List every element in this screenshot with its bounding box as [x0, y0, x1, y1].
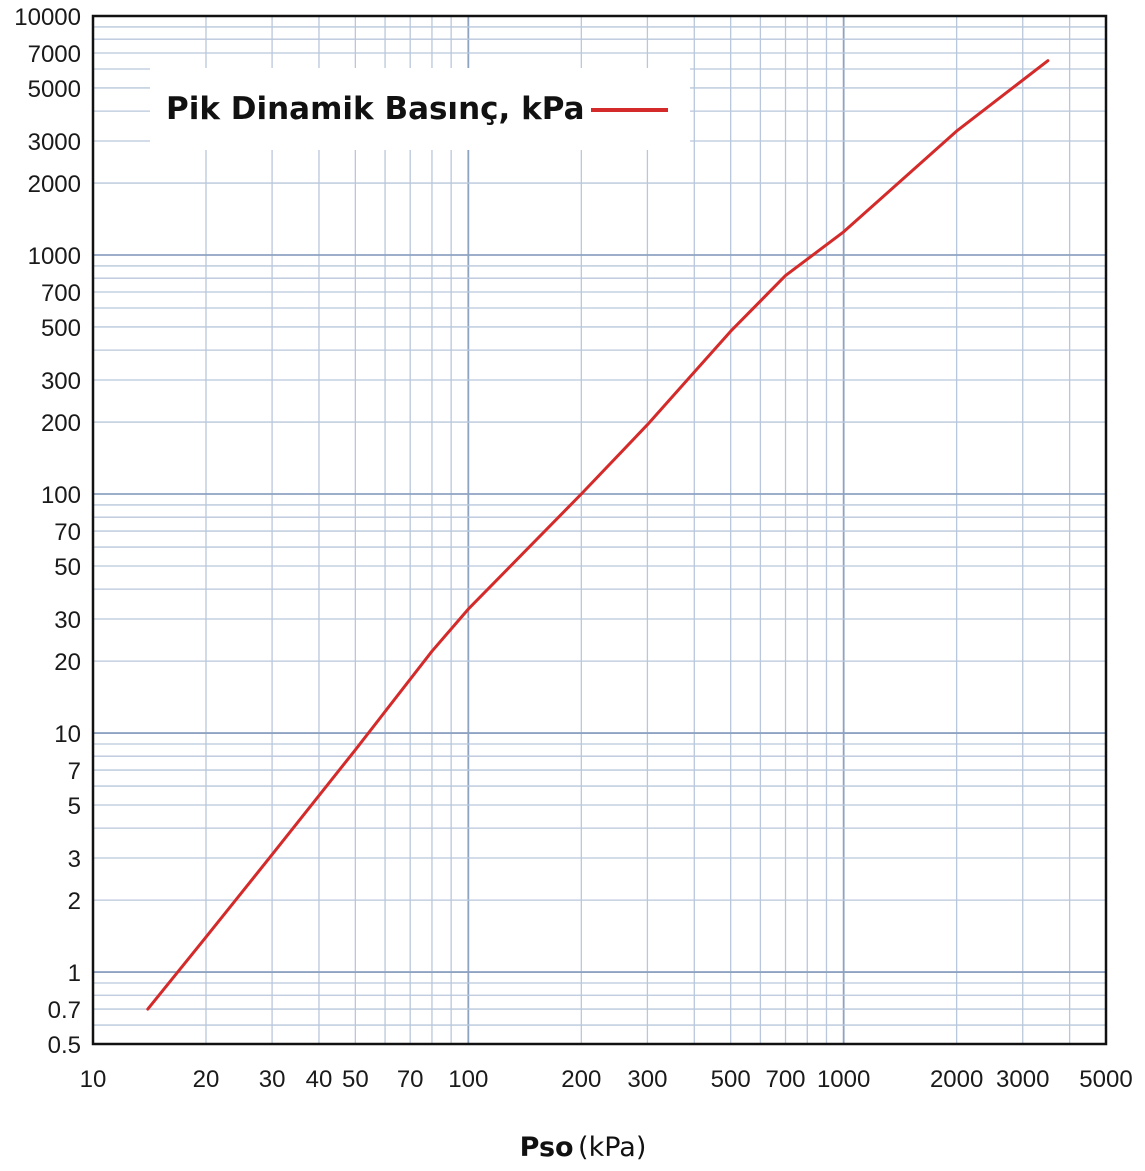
- x-tick-label: 70: [397, 1066, 424, 1093]
- y-tick-label: 500: [41, 315, 81, 342]
- x-tick-label: 50: [342, 1066, 369, 1093]
- x-axis-label-name: Pso: [520, 1132, 574, 1163]
- y-tick-label: 70: [54, 519, 81, 546]
- y-tick-label: 300: [41, 368, 81, 395]
- x-tick-label: 3000: [996, 1066, 1049, 1093]
- y-tick-label: 50: [54, 554, 81, 581]
- x-tick-label: 40: [306, 1066, 333, 1093]
- x-tick-label: 10: [80, 1066, 107, 1093]
- series-line: [146, 59, 1050, 1011]
- x-tick-label: 1000: [817, 1066, 870, 1093]
- legend-label: Pik Dinamik Basınç, kPa: [166, 91, 585, 127]
- y-tick-label: 7: [68, 758, 81, 785]
- y-tick-label: 2000: [28, 171, 81, 198]
- x-tick-label: 5000: [1079, 1066, 1132, 1093]
- legend: Pik Dinamik Basınç, kPa: [150, 68, 690, 150]
- y-tick-label: 1000: [28, 243, 81, 270]
- x-tick-label: 100: [448, 1066, 488, 1093]
- x-axis-label: Pso (kPa): [520, 1132, 647, 1163]
- x-tick-label: 200: [561, 1066, 601, 1093]
- x-tick-label: 30: [259, 1066, 286, 1093]
- x-axis-label-unit: (kPa): [578, 1132, 646, 1163]
- x-axis-ticks: 10 20 30 40 50 70 100 200 300 500 700 1000 2000 3000 5…: [80, 1066, 1133, 1093]
- y-tick-label: 30: [54, 607, 81, 634]
- y-tick-label: 3000: [28, 129, 81, 156]
- x-tick-label: 20: [193, 1066, 220, 1093]
- y-tick-label: 100: [41, 482, 81, 509]
- series-layer: [146, 59, 1050, 1011]
- y-tick-label: 10000: [14, 4, 81, 31]
- y-tick-label: 3: [68, 846, 81, 873]
- y-tick-label: 200: [41, 410, 81, 437]
- y-tick-label: 1: [68, 960, 81, 987]
- x-tick-label: 2000: [930, 1066, 983, 1093]
- x-tick-label: 300: [627, 1066, 667, 1093]
- y-tick-label: 7000: [28, 41, 81, 68]
- y-tick-label: 0.7: [48, 997, 81, 1024]
- plot-frame: [91, 14, 1108, 1046]
- y-tick-label: 0.5: [48, 1032, 81, 1059]
- y-tick-label: 2: [68, 888, 81, 915]
- y-tick-label: 10: [54, 721, 81, 748]
- y-tick-label: 5000: [28, 76, 81, 103]
- x-tick-label: 500: [711, 1066, 751, 1093]
- y-axis-ticks: 0.5 0.7 1 2 3 5 7 10 20 30 50 70 100 200 300 500 700 1000…: [14, 4, 81, 1059]
- y-tick-label: 20: [54, 649, 81, 676]
- y-tick-label: 700: [41, 280, 81, 307]
- y-tick-label: 5: [68, 793, 81, 820]
- x-tick-label: 700: [765, 1066, 805, 1093]
